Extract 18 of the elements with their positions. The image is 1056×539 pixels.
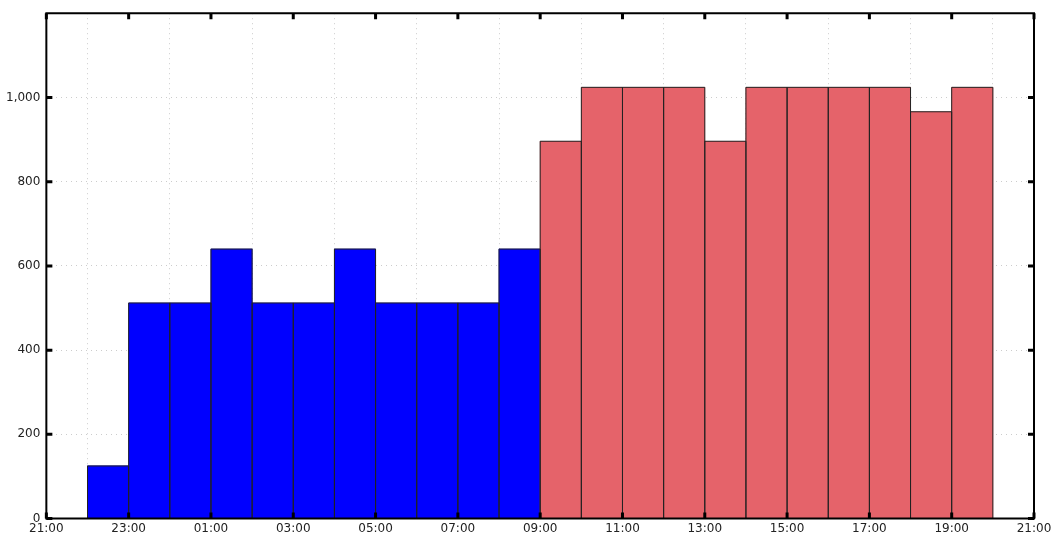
y-tick-label: 1,000: [5, 89, 41, 104]
x-tick-label: 15:00: [769, 520, 805, 535]
x-tick-label: 21:00: [1016, 520, 1052, 535]
x-tick-label: 11:00: [605, 520, 640, 535]
x-tick-label: 07:00: [440, 520, 476, 535]
x-tick-label: 01:00: [193, 520, 229, 535]
x-tick-label: 09:00: [522, 520, 558, 535]
x-tick-label: 19:00: [934, 520, 969, 535]
y-tick-label: 800: [17, 173, 41, 188]
x-tick-label: 23:00: [111, 520, 146, 535]
x-tick-label: 13:00: [687, 520, 723, 535]
y-tick-label: 400: [17, 342, 41, 357]
x-tick-label: 03:00: [275, 520, 311, 535]
y-tick-label: 600: [17, 258, 41, 273]
x-tick-label: 21:00: [29, 520, 64, 535]
x-tick-label: 17:00: [852, 520, 887, 535]
x-tick-label: 05:00: [358, 520, 393, 535]
y-tick-label: 200: [17, 426, 41, 441]
